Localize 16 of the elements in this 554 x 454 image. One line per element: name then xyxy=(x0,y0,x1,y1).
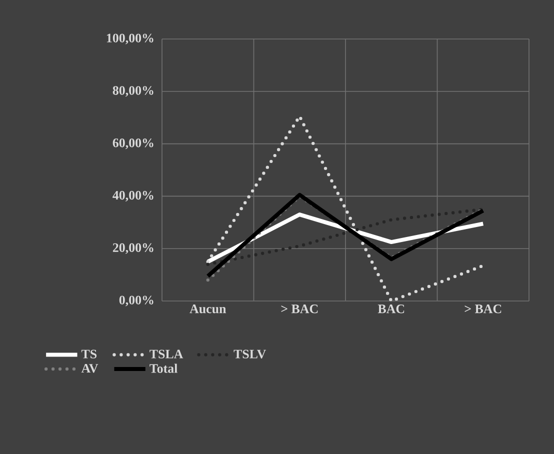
y-tick-label: 0,00% xyxy=(119,296,154,306)
y-tick-label: 80,00% xyxy=(112,86,154,97)
x-tick-label: > BAC xyxy=(464,304,502,314)
x-tick-label: Aucun xyxy=(190,304,226,314)
legend-label: TSLV xyxy=(234,350,266,359)
y-tick-label: 20,00% xyxy=(112,243,154,254)
legend-label: Total xyxy=(150,364,178,373)
legend-label: TS xyxy=(81,350,97,358)
line-series xyxy=(206,114,485,303)
x-tick-label: BAC xyxy=(378,304,404,314)
legend-label: AV xyxy=(81,364,98,373)
y-tick-label: 40,00% xyxy=(112,190,154,202)
x-tick-label: > BAC xyxy=(281,304,318,314)
legend-label: TSLA xyxy=(150,350,184,358)
y-tick-label: 100,00% xyxy=(106,34,154,44)
y-tick-label: 60,00% xyxy=(112,138,154,150)
